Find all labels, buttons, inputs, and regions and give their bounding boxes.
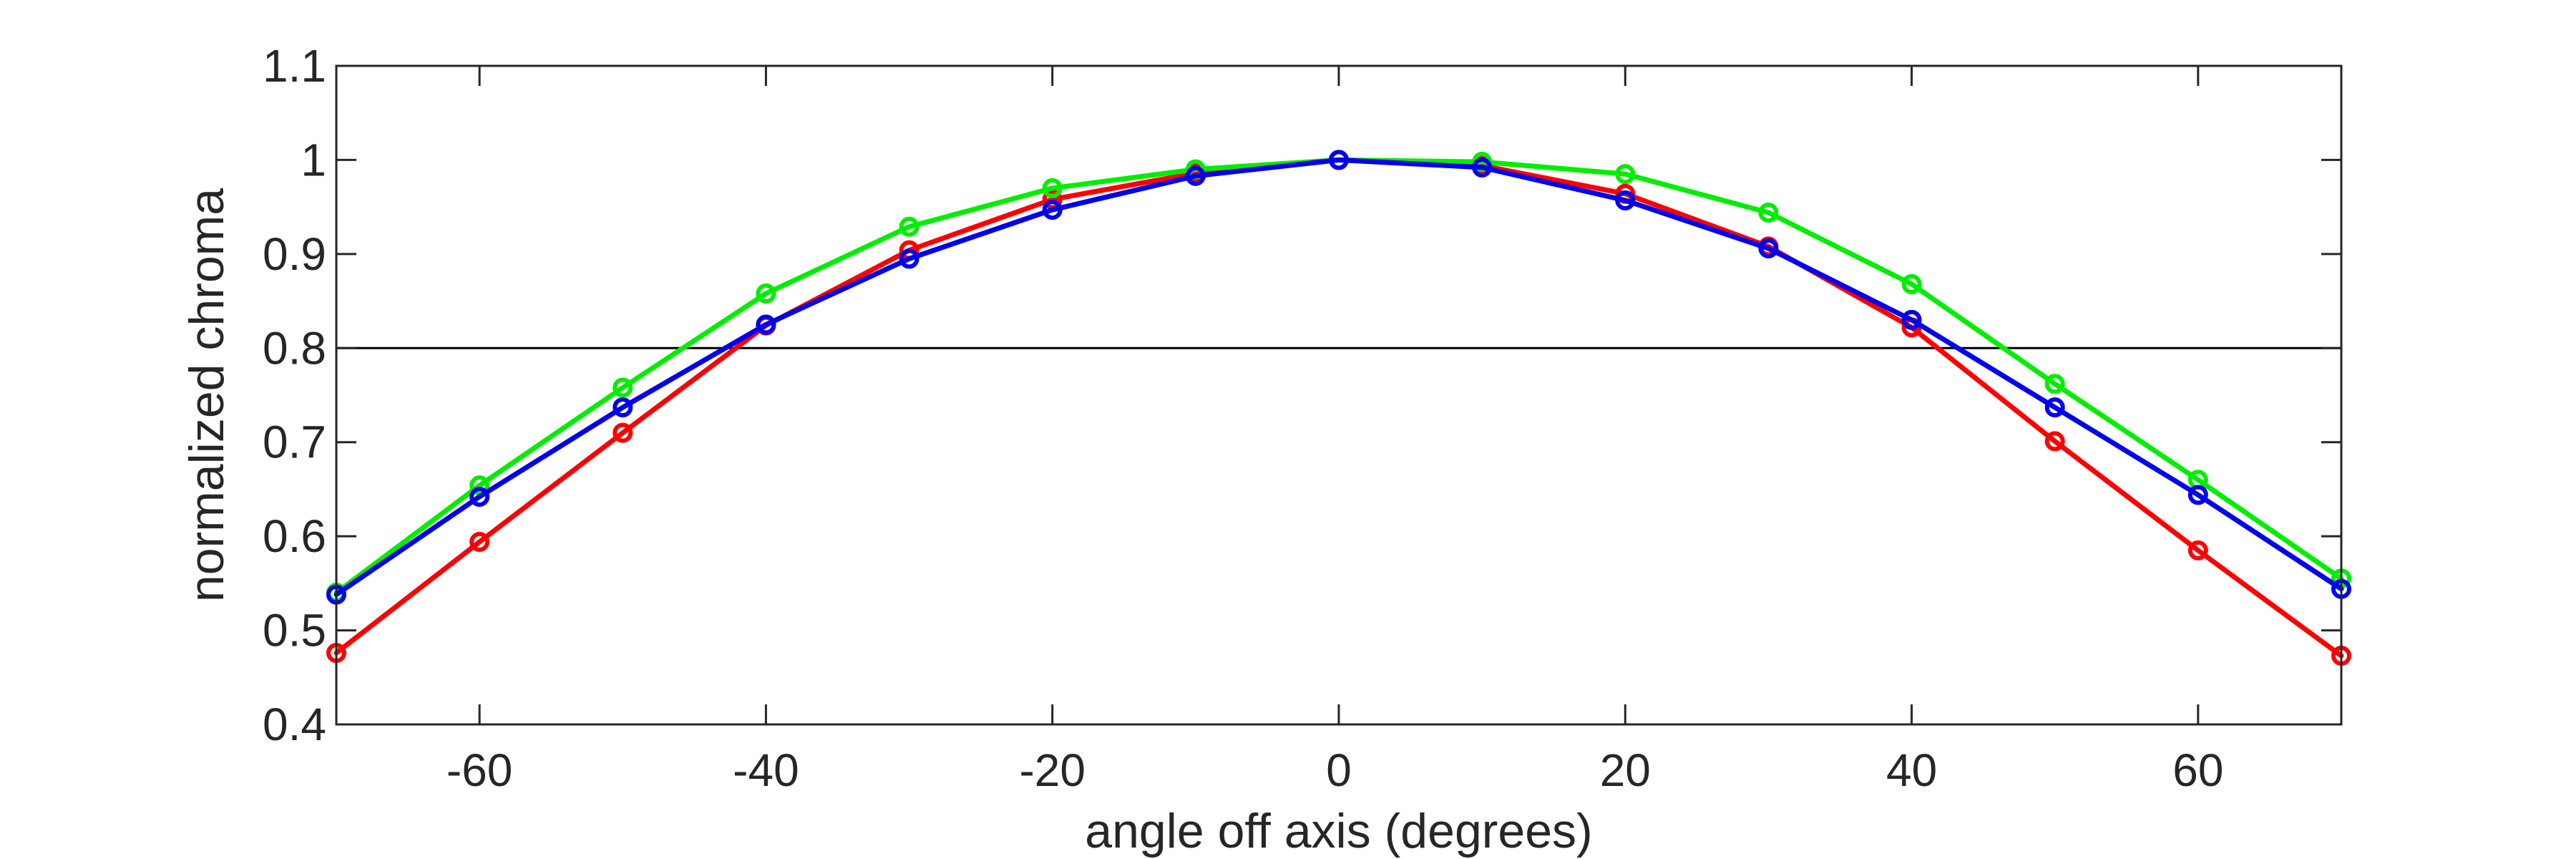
- data-point: [1615, 164, 1636, 185]
- x-tick-label: 0: [1326, 744, 1352, 796]
- data-point: [2044, 431, 2065, 452]
- y-tick-label: 1: [301, 134, 326, 185]
- x-tick-label: 60: [2172, 744, 2223, 796]
- x-tick-label: 40: [1886, 744, 1937, 796]
- data-point: [1901, 273, 1922, 294]
- data-point: [2187, 540, 2208, 560]
- series-line: [333, 157, 2344, 598]
- y-tick-label: 0.5: [263, 605, 326, 656]
- data-point: [613, 377, 633, 398]
- data-point: [2044, 374, 2065, 394]
- series-1: [326, 150, 2351, 603]
- series-line: [333, 157, 2344, 659]
- y-tick-label: 0.4: [263, 699, 326, 750]
- plot-frame: [335, 64, 2343, 726]
- series-2: [326, 150, 2351, 605]
- data-point: [613, 397, 633, 418]
- y-tick-label: 0.6: [263, 510, 326, 562]
- data-point: [1042, 200, 1063, 220]
- y-tick-label: 0.8: [263, 322, 326, 374]
- data-point: [899, 248, 919, 269]
- data-point: [1185, 165, 1206, 186]
- x-axis-label: angle off axis (degrees): [1085, 804, 1592, 858]
- series-line: [333, 157, 2344, 596]
- data-point: [1329, 150, 1349, 170]
- data-point: [1472, 157, 1493, 178]
- x-tick-label: -60: [447, 744, 513, 796]
- y-tick-label: 0.7: [263, 417, 326, 468]
- data-point: [469, 486, 490, 507]
- data-point: [756, 314, 776, 335]
- data-point: [756, 283, 776, 304]
- y-tick-label: 0.9: [263, 228, 326, 280]
- data-point: [1758, 238, 1779, 258]
- data-point: [2044, 397, 2065, 418]
- data-point: [1758, 203, 1779, 223]
- data-point: [613, 422, 633, 443]
- x-tick-label: -40: [733, 744, 799, 796]
- data-point: [1042, 178, 1063, 198]
- data-point: [899, 216, 919, 237]
- y-axis-label: normalized chroma: [180, 188, 234, 602]
- data-point: [1615, 190, 1636, 210]
- data-point: [469, 475, 490, 496]
- data-point: [1901, 309, 1922, 330]
- data-point: [469, 532, 490, 553]
- x-tick-label: 20: [1600, 744, 1651, 796]
- x-tick-label: -20: [1019, 744, 1085, 796]
- data-point: [2187, 485, 2208, 505]
- y-tick-label: 1.1: [263, 40, 326, 92]
